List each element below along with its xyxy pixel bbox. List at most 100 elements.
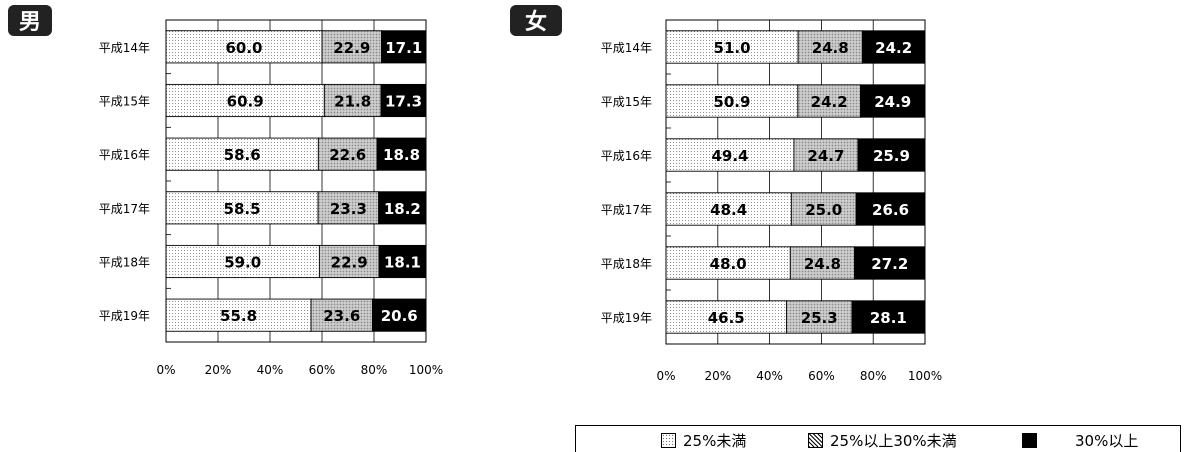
plot-area: 平成14年 51.0 24.8 24.2 平成15年 50.9 24.2 24.9 平成16年 4… bbox=[601, 19, 942, 383]
data-label: 22.9 bbox=[333, 39, 370, 57]
bar-segment bbox=[793, 138, 859, 172]
data-label: 17.3 bbox=[385, 93, 422, 111]
data-label: 48.4 bbox=[710, 201, 747, 219]
x-tick-label: 40% bbox=[257, 363, 284, 377]
bar-segment bbox=[317, 137, 378, 171]
data-label: 25.9 bbox=[873, 147, 910, 165]
category-label: 平成19年 bbox=[601, 311, 652, 325]
data-label: 18.8 bbox=[383, 146, 420, 164]
data-label: 23.3 bbox=[330, 200, 367, 218]
data-label: 48.0 bbox=[710, 255, 747, 273]
data-label: 24.8 bbox=[812, 39, 849, 57]
category-label: 平成18年 bbox=[99, 256, 150, 270]
data-label: 27.2 bbox=[871, 255, 908, 273]
bar-segment bbox=[790, 192, 857, 226]
category-label: 平成14年 bbox=[99, 41, 150, 55]
bar-segment bbox=[378, 191, 427, 225]
chart-title-badge: 男 bbox=[8, 5, 52, 36]
data-label: 20.6 bbox=[381, 307, 418, 325]
data-label: 17.1 bbox=[385, 39, 422, 57]
bar-segment bbox=[665, 30, 799, 64]
bar-segment bbox=[785, 300, 853, 334]
x-tick-label: 80% bbox=[860, 369, 887, 383]
x-tick-label: 60% bbox=[309, 363, 336, 377]
bar-segment bbox=[797, 84, 861, 118]
bar-segment bbox=[165, 298, 312, 332]
data-label: 28.1 bbox=[870, 309, 907, 327]
bar-segment bbox=[317, 191, 380, 225]
category-label: 平成19年 bbox=[99, 309, 150, 323]
bar-segment bbox=[854, 246, 926, 280]
bar-segment bbox=[857, 138, 926, 172]
data-label: 60.9 bbox=[227, 93, 264, 111]
category-label: 平成15年 bbox=[99, 95, 150, 109]
data-label: 24.8 bbox=[804, 255, 841, 273]
x-tick-label: 60% bbox=[808, 369, 835, 383]
data-label: 46.5 bbox=[708, 309, 745, 327]
data-label: 55.8 bbox=[220, 307, 257, 325]
x-tick-label: 100% bbox=[908, 369, 942, 383]
x-tick-label: 20% bbox=[704, 369, 731, 383]
data-label: 25.0 bbox=[805, 201, 842, 219]
x-tick-label: 0% bbox=[156, 363, 175, 377]
bar-segment bbox=[165, 191, 319, 225]
legend-swatch-dotted bbox=[661, 433, 676, 448]
title-badge-bg bbox=[510, 5, 562, 36]
chart-title: 女 bbox=[525, 9, 547, 35]
category-label: 平成18年 bbox=[601, 257, 652, 271]
bar-segment bbox=[165, 30, 323, 64]
bar-segment bbox=[851, 300, 926, 334]
x-tick-label: 80% bbox=[361, 363, 388, 377]
data-label: 58.6 bbox=[224, 146, 261, 164]
chart-male: 男 平成14年 60.0 22.9 17.1 平成15年 60.9 21.8 17.3 平成16… bbox=[8, 5, 443, 377]
data-label: 18.2 bbox=[384, 200, 421, 218]
data-label: 24.2 bbox=[875, 39, 912, 57]
category-label: 平成17年 bbox=[99, 202, 150, 216]
category-label: 平成16年 bbox=[601, 149, 652, 163]
data-label: 25.3 bbox=[801, 309, 838, 327]
legend-item-under-25: 25%未満 bbox=[661, 430, 746, 451]
data-label: 51.0 bbox=[714, 39, 751, 57]
legend: 25%未満 25%以上30%未満 30%以上 bbox=[575, 425, 1181, 452]
chart-title-badge: 女 bbox=[510, 5, 562, 36]
legend-item-25-to-30: 25%以上30%未満 bbox=[808, 430, 957, 451]
category-label: 平成15年 bbox=[601, 95, 652, 109]
chart-female: 女 平成14年 51.0 24.8 24.2 平成15年 50.9 24.2 24.9 平成16… bbox=[510, 5, 942, 383]
category-label: 平成16年 bbox=[99, 148, 150, 162]
plot-frame bbox=[165, 19, 427, 343]
bar-segment bbox=[321, 30, 382, 64]
bar-segment bbox=[665, 192, 792, 226]
title-badge-bg bbox=[8, 5, 52, 36]
legend-label: 25%以上30%未満 bbox=[830, 432, 957, 450]
legend-swatch-hatched bbox=[808, 433, 823, 448]
data-label: 60.0 bbox=[225, 39, 262, 57]
data-label: 18.1 bbox=[384, 254, 421, 272]
category-label: 平成14年 bbox=[601, 41, 652, 55]
data-label: 58.5 bbox=[224, 200, 261, 218]
data-label: 21.8 bbox=[334, 93, 371, 111]
category-label: 平成17年 bbox=[601, 203, 652, 217]
legend-item-30-plus: 30%以上 bbox=[1022, 430, 1138, 451]
legend-swatch-black bbox=[1022, 433, 1037, 448]
bar-segment bbox=[376, 137, 427, 171]
plot-frame bbox=[665, 19, 926, 345]
data-label: 26.6 bbox=[872, 201, 909, 219]
bar-segment bbox=[310, 298, 373, 332]
plot-area: 平成14年 60.0 22.9 17.1 平成15年 60.9 21.8 17.3 平成16年 5… bbox=[99, 19, 443, 377]
data-label: 22.9 bbox=[331, 254, 368, 272]
bar-segment bbox=[165, 137, 319, 171]
data-label: 24.7 bbox=[807, 147, 844, 165]
legend-label: 25%未満 bbox=[683, 432, 747, 450]
bar-segment bbox=[860, 84, 926, 118]
x-tick-label: 40% bbox=[756, 369, 783, 383]
data-label: 59.0 bbox=[224, 254, 261, 272]
data-label: 50.9 bbox=[713, 93, 750, 111]
legend-label: 30%以上 bbox=[1075, 432, 1139, 450]
chart-title: 男 bbox=[19, 10, 41, 35]
x-tick-label: 20% bbox=[205, 363, 232, 377]
bar-segment bbox=[861, 30, 926, 64]
x-tick-label: 0% bbox=[656, 369, 675, 383]
bar-segment bbox=[797, 30, 863, 64]
bar-segment bbox=[665, 300, 787, 334]
